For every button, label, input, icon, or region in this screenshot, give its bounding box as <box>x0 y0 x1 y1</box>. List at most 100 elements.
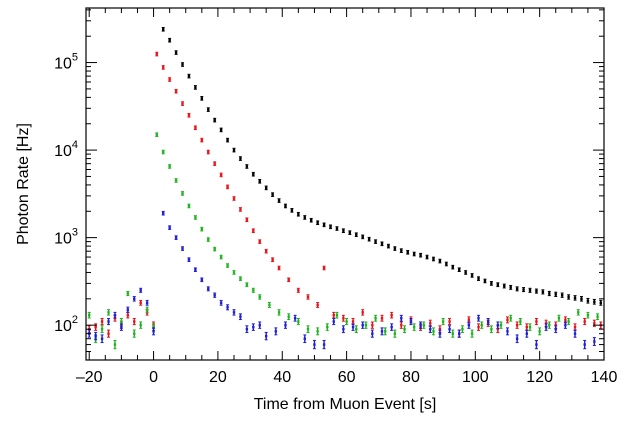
data-point <box>296 287 300 293</box>
data-point <box>274 327 278 336</box>
data-point <box>354 325 358 334</box>
data-point <box>448 325 452 334</box>
data-point <box>187 112 191 118</box>
data-point <box>393 329 397 338</box>
data-point <box>509 314 513 322</box>
y-tick-base: 10 <box>54 318 72 335</box>
data-point <box>290 208 294 213</box>
data-point <box>213 161 217 166</box>
data-point <box>486 317 490 326</box>
y-tick-label: 102 <box>54 314 78 335</box>
data-point <box>245 325 249 334</box>
data-point <box>87 311 91 319</box>
data-point <box>100 334 104 344</box>
x-tick-label: 40 <box>273 369 291 386</box>
data-point <box>592 298 596 305</box>
data-point <box>341 314 345 322</box>
data-point <box>489 281 493 286</box>
data-point <box>428 325 432 334</box>
data-point <box>161 149 165 155</box>
data-point <box>393 246 397 251</box>
data-point <box>226 137 230 143</box>
data-point <box>370 321 374 329</box>
data-point <box>457 329 461 338</box>
data-point <box>477 323 481 331</box>
data-point <box>518 317 522 326</box>
data-point <box>168 164 172 169</box>
data-point <box>383 327 387 336</box>
data-point <box>232 309 236 316</box>
x-tick-label: 100 <box>462 369 489 386</box>
data-point <box>451 264 455 270</box>
data-point <box>181 246 185 251</box>
data-point <box>316 302 320 308</box>
data-point <box>534 317 538 326</box>
data-point <box>226 263 230 268</box>
y-tick-base: 10 <box>54 143 72 160</box>
data-point <box>596 313 600 321</box>
series-1 <box>87 51 603 338</box>
data-point <box>480 321 484 329</box>
data-point <box>541 289 545 295</box>
y-tick-exponent: 2 <box>72 314 78 326</box>
data-point <box>335 226 339 231</box>
data-point <box>161 26 165 32</box>
data-point <box>161 210 165 216</box>
data-point <box>219 127 223 133</box>
data-point <box>573 295 577 301</box>
data-point <box>322 265 326 271</box>
data-point <box>277 309 281 316</box>
data-point <box>193 85 197 90</box>
data-point <box>467 321 471 329</box>
data-point <box>168 77 172 82</box>
data-point <box>126 290 130 297</box>
data-point <box>567 317 571 326</box>
data-point <box>351 323 355 331</box>
data-point <box>132 329 136 338</box>
data-point <box>457 267 461 273</box>
data-point <box>431 327 435 336</box>
series-3 <box>87 210 596 350</box>
data-point <box>592 337 596 347</box>
data-point <box>238 313 242 321</box>
data-point <box>238 156 242 161</box>
data-point <box>238 276 242 281</box>
data-point <box>219 299 223 306</box>
data-point <box>322 222 326 228</box>
data-point <box>380 314 384 322</box>
data-point <box>525 329 529 338</box>
data-point <box>399 314 403 322</box>
data-point <box>477 276 481 281</box>
data-point <box>264 248 268 254</box>
data-point <box>483 278 487 284</box>
data-point <box>245 164 249 169</box>
data-point <box>380 241 384 247</box>
data-point <box>406 249 410 255</box>
x-tick-label: –20 <box>76 369 103 386</box>
plot-frame <box>85 7 605 361</box>
data-point <box>213 246 217 252</box>
data-point <box>174 235 178 240</box>
data-point <box>232 196 236 201</box>
x-axis: –20 0 20 40 60 80 100 120 140 <box>76 8 617 386</box>
data-point <box>576 309 580 316</box>
data-point <box>219 172 223 178</box>
data-point <box>470 273 474 278</box>
x-axis-title: Time from Muon Event [s] <box>254 396 437 413</box>
data-point <box>283 321 287 329</box>
data-point <box>287 277 291 283</box>
data-point <box>367 236 371 242</box>
data-point <box>332 317 336 326</box>
data-point <box>113 311 117 319</box>
data-point <box>193 267 197 273</box>
data-point <box>364 321 368 329</box>
data-point <box>232 147 236 153</box>
x-tick-label: 120 <box>526 369 553 386</box>
data-point <box>155 132 159 137</box>
x-tick-label: 60 <box>338 369 356 386</box>
data-point <box>374 239 378 244</box>
plot-area <box>87 26 603 350</box>
series-2 <box>87 132 600 350</box>
data-point <box>386 243 390 249</box>
